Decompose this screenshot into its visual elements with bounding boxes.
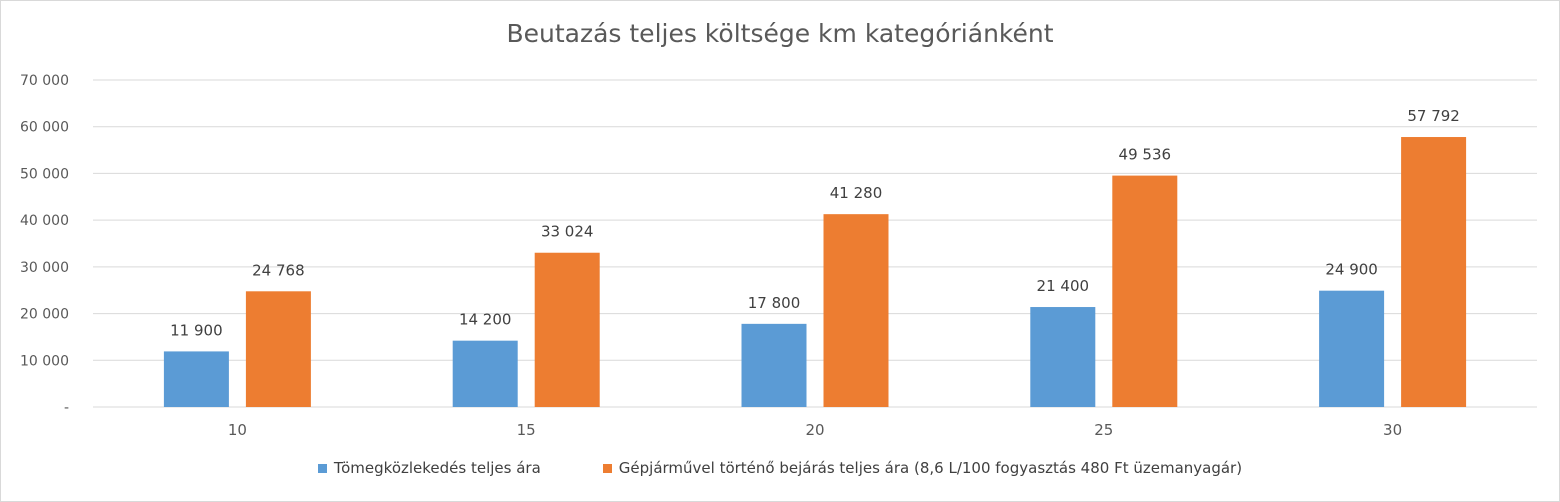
legend: Tömegközlekedés teljes ára Gépjárművel t… bbox=[1, 459, 1559, 477]
y-tick-label: - bbox=[64, 400, 69, 416]
bar bbox=[1319, 290, 1385, 407]
bar bbox=[823, 214, 889, 407]
x-tick-label: 25 bbox=[1094, 421, 1113, 439]
y-tick-label: 60 000 bbox=[20, 120, 69, 136]
data-label: 41 280 bbox=[830, 184, 883, 202]
y-tick-label: 70 000 bbox=[20, 73, 69, 89]
chart-title: Beutazás teljes költsége km kategóriánké… bbox=[506, 19, 1054, 48]
data-label: 24 900 bbox=[1325, 261, 1378, 279]
bar bbox=[245, 291, 311, 407]
legend-swatch-car bbox=[602, 463, 612, 473]
data-label: 49 536 bbox=[1119, 146, 1172, 164]
y-tick-label: 50 000 bbox=[20, 166, 69, 182]
legend-label-car: Gépjárművel történő bejárás teljes ára (… bbox=[618, 459, 1243, 477]
y-tick-label: 10 000 bbox=[20, 353, 69, 369]
y-tick-label: 40 000 bbox=[20, 213, 69, 229]
bar bbox=[1030, 307, 1096, 407]
bar bbox=[163, 351, 229, 407]
x-tick-label: 30 bbox=[1383, 421, 1402, 439]
y-tick-label: 30 000 bbox=[20, 260, 69, 276]
x-tick-label: 10 bbox=[228, 421, 247, 439]
x-tick-label: 20 bbox=[805, 421, 824, 439]
data-label: 57 792 bbox=[1407, 107, 1460, 125]
legend-item-public-transport: Tömegközlekedés teljes ára bbox=[317, 459, 541, 477]
y-tick-label: 20 000 bbox=[20, 307, 69, 323]
data-label: 14 200 bbox=[459, 311, 512, 329]
bar bbox=[534, 252, 600, 407]
data-label: 33 024 bbox=[541, 223, 594, 241]
legend-swatch-public-transport bbox=[317, 463, 327, 473]
legend-label-public-transport: Tömegközlekedés teljes ára bbox=[333, 459, 541, 477]
bar bbox=[741, 323, 807, 407]
legend-item-car: Gépjárművel történő bejárás teljes ára (… bbox=[602, 459, 1243, 477]
data-label: 11 900 bbox=[170, 321, 223, 339]
plot-area: - 10 000 20 000 30 000 40 000 50 000 60 000 70 … bbox=[20, 73, 1537, 439]
data-label: 17 800 bbox=[748, 294, 801, 312]
x-tick-label: 15 bbox=[517, 421, 536, 439]
data-label: 21 400 bbox=[1037, 277, 1090, 295]
bar bbox=[1401, 137, 1467, 407]
data-label: 24 768 bbox=[252, 261, 305, 279]
bar bbox=[452, 340, 518, 407]
bar bbox=[1112, 175, 1178, 407]
